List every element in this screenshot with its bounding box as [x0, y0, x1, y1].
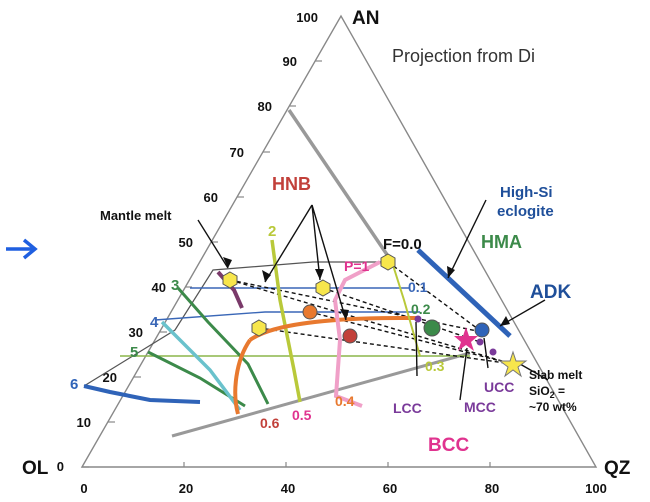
- yellow-hexagon-markers: [222, 253, 396, 337]
- left-tick-90: 90: [283, 54, 297, 69]
- left-axis-ticks: [82, 60, 322, 468]
- contour-3: [176, 287, 270, 405]
- left-tick-0: 0: [57, 459, 64, 474]
- bottom-tick-80: 80: [485, 481, 499, 496]
- hexagon-marker: [222, 271, 238, 289]
- f-label: F=0.0: [383, 236, 422, 253]
- vertex-ol: OL: [22, 458, 49, 479]
- lcc-label: LCC: [393, 400, 422, 416]
- ucc-label: UCC: [484, 379, 514, 395]
- purple-dot-ucc: [489, 348, 497, 356]
- melt-label-01: 0.1: [408, 279, 428, 295]
- pink-p1-curve: [332, 260, 381, 408]
- contour-2: [270, 239, 302, 403]
- mcc-label: MCC: [464, 399, 496, 415]
- sio2-label: SiO2 =: [529, 384, 565, 400]
- high-si-eclogite-line: [416, 248, 512, 338]
- slab-melt-star-icon: [498, 350, 528, 378]
- left-tick-70: 70: [230, 145, 244, 160]
- red-circle-marker: [342, 328, 358, 344]
- high-si-label: High-Si: [500, 184, 553, 201]
- bcc-star-icon: [454, 327, 478, 351]
- contour-label-6: 6: [70, 376, 78, 393]
- grey-upper-line: [287, 109, 394, 263]
- melt-label-06: 0.6: [260, 415, 280, 431]
- dashed-tie-lines: [229, 261, 513, 365]
- left-tick-50: 50: [179, 235, 193, 250]
- contour-label-3: 3: [171, 277, 179, 294]
- purple-dot-lcc: [414, 315, 422, 323]
- adk-label: ADK: [530, 282, 571, 303]
- blue-field-lines: [154, 287, 420, 321]
- contour-label-2: 2: [268, 223, 276, 240]
- hma-label: HMA: [481, 232, 522, 252]
- left-tick-30: 30: [129, 325, 143, 340]
- adk-circle-marker: [474, 322, 490, 338]
- left-tick-40: 40: [152, 280, 166, 295]
- orange-circle-marker: [302, 304, 318, 320]
- mantle-melt-label: Mantle melt: [100, 208, 172, 223]
- arrowheads: [223, 257, 510, 326]
- bottom-tick-0: 0: [80, 481, 87, 496]
- melt-label-03: 0.3: [425, 358, 445, 374]
- hnb-label: HNB: [272, 174, 311, 194]
- green-circle-marker: [423, 319, 441, 337]
- projection-note: Projection from Di: [392, 46, 535, 66]
- left-tick-60: 60: [204, 190, 218, 205]
- left-pointer-arrow-icon: [4, 238, 40, 260]
- contour-4: [160, 320, 242, 412]
- bottom-tick-100: 100: [585, 481, 607, 496]
- p1-label: P=1: [344, 258, 370, 274]
- vertex-qz: QZ: [604, 458, 631, 479]
- slab-melt-label: Slab melt: [529, 368, 582, 382]
- vertex-an: AN: [352, 8, 379, 29]
- melt-label-04: 0.4: [335, 393, 355, 409]
- contour-label-5: 5: [130, 344, 138, 361]
- left-tick-10: 10: [77, 415, 91, 430]
- bottom-tick-20: 20: [179, 481, 193, 496]
- hexagon-marker: [251, 319, 267, 337]
- bottom-tick-40: 40: [281, 481, 295, 496]
- bcc-label: BCC: [428, 435, 469, 456]
- hexagon-marker: [380, 253, 396, 271]
- hexagon-marker: [315, 279, 331, 297]
- melt-label-05: 0.5: [292, 407, 312, 423]
- bottom-axis-ticks: [183, 462, 491, 467]
- contour-6: [83, 384, 201, 404]
- mantle-field-outline: [83, 261, 392, 387]
- eclogite-label: eclogite: [497, 203, 554, 220]
- sio2-value-label: ~70 wt%: [529, 400, 577, 414]
- bottom-tick-60: 60: [383, 481, 397, 496]
- contour-label-4: 4: [150, 314, 159, 331]
- left-tick-20: 20: [103, 370, 117, 385]
- purple-dot-mcc: [476, 338, 484, 346]
- melt-fraction-curve-03: [391, 261, 421, 357]
- grey-lower-line: [171, 351, 471, 438]
- melt-label-02: 0.2: [411, 301, 431, 317]
- left-tick-100: 100: [296, 10, 318, 25]
- left-tick-80: 80: [258, 99, 272, 114]
